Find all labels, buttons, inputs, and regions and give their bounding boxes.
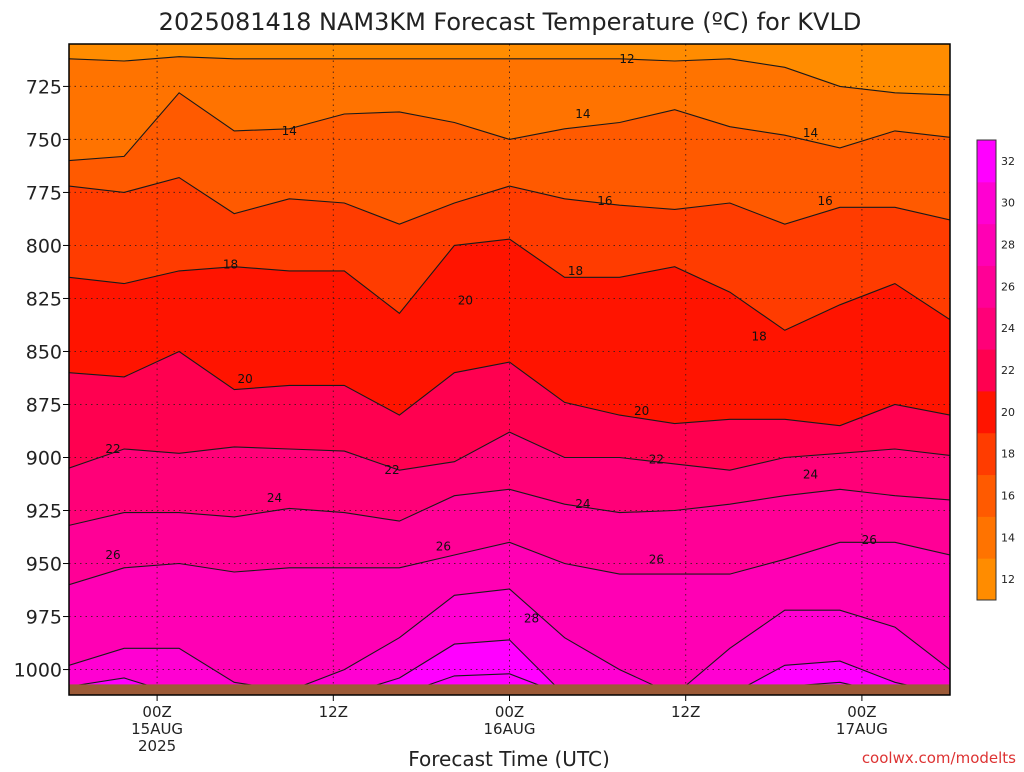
contour-label: 22: [384, 463, 399, 477]
colorbar-tick-label: 20: [1001, 406, 1015, 419]
contour-label: 24: [803, 467, 818, 481]
colorbar-tick-label: 26: [1001, 280, 1015, 293]
contour-label: 18: [223, 258, 238, 272]
colorbar: 12 14 16 18 20 22 24 26 28 30 32: [976, 139, 1015, 601]
x-tick-label: 16AUG: [484, 720, 536, 738]
x-tick-label: 12Z: [319, 703, 348, 721]
y-tick-label: 750: [26, 129, 62, 151]
colorbar-segment: [977, 265, 996, 308]
colorbar-tick-label: 18: [1001, 448, 1015, 461]
contour-20: [69, 350, 950, 427]
contour-22: [69, 431, 950, 471]
colorbar-segment: [977, 558, 996, 601]
contour-label: 20: [458, 294, 473, 308]
contour-28: [69, 588, 950, 695]
colorbar-tick-label: 28: [1001, 239, 1015, 252]
chart-title: 2025081418 NAM3KM Forecast Temperature (…: [159, 8, 862, 36]
x-tick-label: 2025: [138, 737, 176, 755]
x-axis-label: Forecast Time (UTC): [408, 747, 610, 768]
contour-24: [69, 488, 950, 526]
colorbar-segment: [977, 390, 996, 434]
contour-18: [69, 238, 950, 331]
contour-26: [69, 541, 950, 586]
ground-surface: [69, 684, 950, 695]
contour-label: 26: [649, 552, 664, 566]
colorbar-frame: [976, 139, 997, 601]
contour-label: 20: [238, 372, 253, 386]
y-tick-label: 775: [26, 182, 62, 204]
contour-label: 14: [282, 124, 297, 138]
y-tick-label: 950: [26, 554, 62, 576]
contour-label: 22: [105, 442, 120, 456]
x-tick-label: 17AUG: [836, 720, 888, 738]
y-tick-label: 800: [26, 235, 62, 257]
y-tick-label: 975: [26, 607, 62, 629]
contour-label: 18: [568, 264, 583, 278]
plot-area: 12 14 14 14 16 16 18 18 18 20 20 20 22 22 22 24 24 24 26 26…: [69, 44, 950, 695]
y-tick-label: 875: [26, 394, 62, 416]
contour-label: 26: [105, 548, 120, 562]
colorbar-tick-label: 14: [1001, 531, 1015, 544]
contour-label: 24: [575, 497, 590, 511]
colorbar-segment: [977, 223, 996, 266]
y-tick-label: 725: [26, 76, 62, 98]
contour-label: 18: [751, 330, 766, 344]
y-axis: 725 750 775 800 825 850 875 900 925 950 975 1000: [14, 76, 69, 682]
contour-label: 22: [649, 453, 664, 467]
contour-label: 20: [634, 404, 649, 418]
contour-label: 16: [818, 194, 833, 208]
contour-label: 16: [597, 194, 612, 208]
y-tick-label: 925: [26, 501, 62, 523]
colorbar-segment: [977, 181, 996, 225]
y-tick-label: 850: [26, 341, 62, 363]
colorbar-tick-label: 32: [1001, 155, 1015, 168]
colorbar-tick-label: 22: [1001, 364, 1015, 377]
band-ge-30: [69, 639, 950, 695]
colorbar-segment: [977, 140, 996, 183]
contour-30: [69, 639, 950, 695]
colorbar-segment: [977, 307, 996, 350]
colorbar-segment: [977, 349, 996, 392]
contour-label: 26: [862, 533, 877, 547]
colorbar-tick-label: 30: [1001, 197, 1015, 210]
x-tick-label: 00Z: [495, 703, 524, 721]
colorbar-segment: [977, 432, 996, 476]
x-tick-label: 00Z: [847, 703, 876, 721]
x-tick-label: 00Z: [142, 703, 171, 721]
contour-14: [69, 92, 950, 162]
y-tick-label: 825: [26, 288, 62, 310]
colorbar-tick-label: 16: [1001, 489, 1015, 502]
contour-12: [69, 56, 950, 96]
colorbar-segment: [977, 474, 996, 517]
credit-link[interactable]: coolwx.com/modelts: [862, 749, 1016, 767]
x-tick-label: 12Z: [671, 703, 700, 721]
contour-label: 26: [436, 540, 451, 554]
contour-label: 14: [575, 107, 590, 121]
y-tick-label: 900: [26, 448, 62, 470]
colorbar-tick-label: 12: [1001, 573, 1015, 586]
x-tick-label: 15AUG: [131, 720, 183, 738]
contour-label: 14: [803, 126, 818, 140]
colorbar-tick-label: 24: [1001, 322, 1015, 335]
contour-label: 28: [524, 612, 539, 626]
colorbar-segment: [977, 516, 996, 559]
contour-label: 24: [267, 491, 282, 505]
contour-16: [69, 177, 950, 225]
y-tick-label: 1000: [14, 660, 62, 682]
contour-label: 12: [619, 52, 634, 66]
